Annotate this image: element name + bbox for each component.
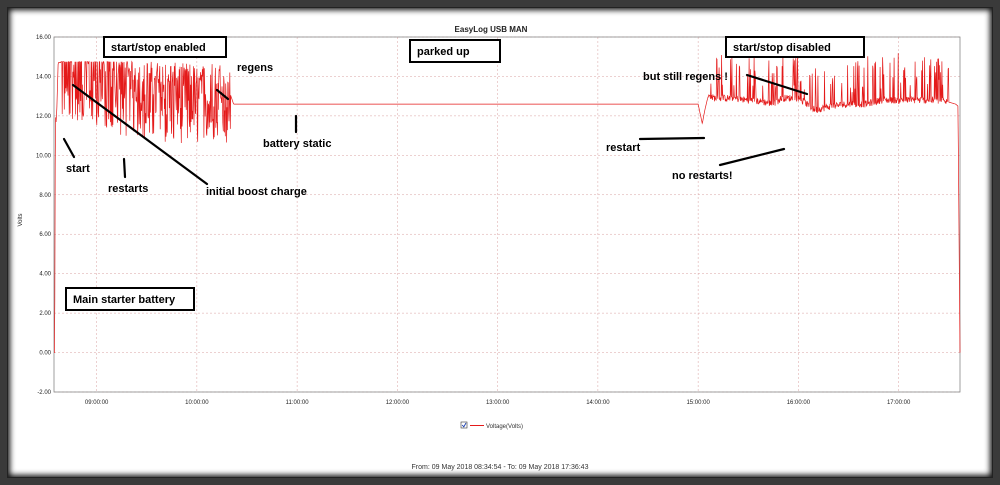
x-tick-label: 09:00:00	[85, 400, 109, 406]
y-tick-label: 6.00	[39, 232, 51, 238]
annotation-pointer	[122, 157, 127, 179]
y-tick-label: 8.00	[39, 193, 51, 199]
annotation-pointer	[215, 88, 230, 101]
annotation-label: parked up	[417, 46, 470, 58]
annotation-label: initial boost charge	[206, 186, 307, 198]
y-tick-label: 2.00	[39, 311, 51, 317]
date-range-footer: From: 09 May 2018 08:34:54 - To: 09 May …	[412, 464, 589, 471]
x-tick-label: 13:00:00	[486, 400, 510, 406]
legend-checkbox[interactable]	[460, 421, 468, 429]
annotation-pointer	[71, 83, 209, 186]
annotation-label: restarts	[108, 183, 148, 195]
annotation-label: but still regens !	[643, 71, 728, 83]
annotation-pointer	[638, 136, 706, 141]
x-axis-ticks: 09:00:00 10:00:00 11:00:00 12:00:00 13:00:00…	[85, 400, 911, 406]
annotation-box	[65, 287, 195, 311]
annotation-box	[103, 36, 227, 58]
legend[interactable]: Voltage(Volts)	[460, 421, 523, 430]
annotation-label: start	[66, 163, 90, 175]
annotation-pointer	[718, 147, 786, 167]
y-tick-label: 10.00	[36, 153, 52, 159]
y-tick-label: 14.00	[36, 74, 52, 80]
x-tick-label: 15:00:00	[686, 400, 710, 406]
series-layer	[54, 52, 961, 353]
voltage-series-line	[54, 52, 961, 353]
plot-area	[53, 36, 961, 393]
legend-label: Voltage(Volts)	[486, 424, 523, 430]
x-tick-label: 12:00:00	[386, 400, 410, 406]
annotation-label: regens	[237, 62, 273, 74]
annotation-label: start/stop enabled	[111, 42, 206, 54]
annotations: start/stop enabled parked up start/stop di…	[62, 36, 865, 311]
x-tick-label: 14:00:00	[586, 400, 610, 406]
y-axis-ticks: -2.00 0.00 2.00 4.00 6.00 8.00 10.00 12.00 14.00…	[36, 35, 52, 396]
annotation-label: start/stop disabled	[733, 42, 831, 54]
annotation-label: Main starter battery	[73, 294, 176, 306]
x-tick-label: 16:00:00	[787, 400, 811, 406]
x-tick-label: 10:00:00	[185, 400, 209, 406]
annotation-box	[409, 39, 501, 63]
chart-frame: EasyLog USB MAN -2.00 0.00 2.00 4.00 6.00 8.0…	[8, 8, 992, 477]
y-tick-label: 4.00	[39, 272, 51, 278]
check-icon	[461, 422, 467, 428]
x-tick-label: 11:00:00	[286, 400, 310, 406]
annotation-pointer	[62, 137, 76, 159]
chart-title: EasyLog USB MAN	[455, 25, 528, 34]
y-axis-label: Volts	[18, 213, 24, 226]
voltage-chart: EasyLog USB MAN -2.00 0.00 2.00 4.00 6.00 8.0…	[18, 25, 961, 471]
annotation-label: restart	[606, 142, 641, 154]
annotation-label: no restarts!	[672, 170, 733, 182]
y-tick-label: 16.00	[36, 35, 52, 41]
annotation-pointer	[745, 73, 809, 96]
y-tick-label: 0.00	[39, 351, 51, 357]
x-tick-label: 17:00:00	[887, 400, 911, 406]
annotation-label: battery static	[263, 138, 331, 150]
annotation-box	[725, 36, 865, 58]
y-tick-label: 12.00	[36, 114, 52, 120]
y-tick-label: -2.00	[37, 390, 51, 396]
